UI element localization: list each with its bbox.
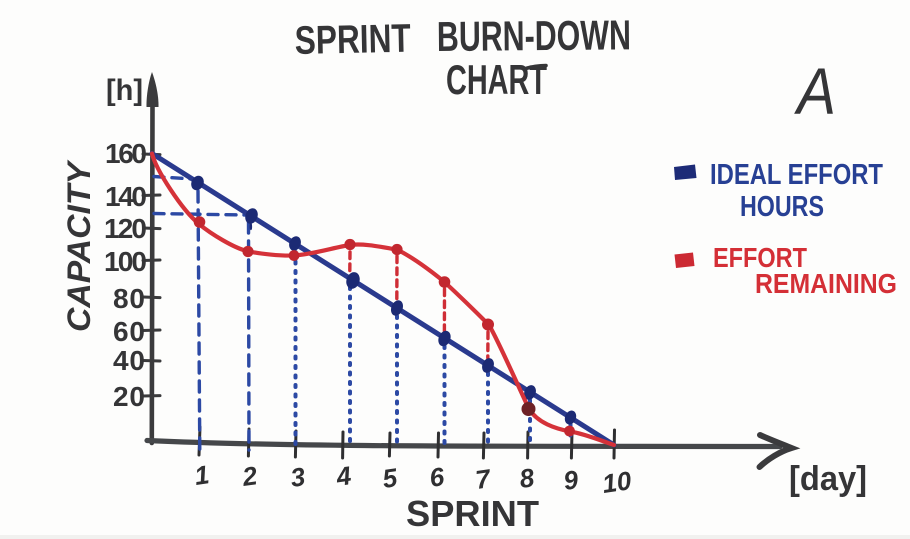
svg-text:CHART: CHART [446,56,547,103]
svg-text:REMAINING: REMAINING [755,268,897,299]
svg-text:4: 4 [334,460,354,492]
svg-text:9: 9 [561,464,580,496]
svg-text:SPRINT: SPRINT [406,493,539,534]
svg-text:140: 140 [105,181,147,212]
svg-text:[h]: [h] [106,74,143,107]
svg-text:120: 120 [104,213,147,244]
svg-text:20: 20 [113,381,145,412]
svg-text:40: 40 [113,345,145,376]
svg-text:[day]: [day] [789,460,867,498]
svg-text:A: A [793,54,836,128]
svg-text:60: 60 [113,316,145,347]
svg-text:2: 2 [240,460,260,492]
svg-text:BURN-DOWN: BURN-DOWN [437,11,631,60]
svg-text:6: 6 [427,461,446,493]
svg-text:7: 7 [473,463,493,495]
svg-text:10: 10 [600,465,633,499]
svg-text:EFFORT: EFFORT [713,242,807,273]
svg-text:8: 8 [517,462,536,494]
svg-text:SPRINT: SPRINT [294,17,411,63]
svg-text:80: 80 [113,283,145,314]
svg-text:100: 100 [104,246,147,277]
svg-text:3: 3 [288,461,307,493]
svg-text:160: 160 [105,138,147,169]
svg-text:CAPACITY: CAPACITY [61,159,97,332]
svg-text:HOURS: HOURS [740,191,824,223]
svg-text:IDEAL EFFORT: IDEAL EFFORT [710,159,883,191]
svg-text:5: 5 [380,462,399,494]
svg-text:1: 1 [192,459,211,491]
